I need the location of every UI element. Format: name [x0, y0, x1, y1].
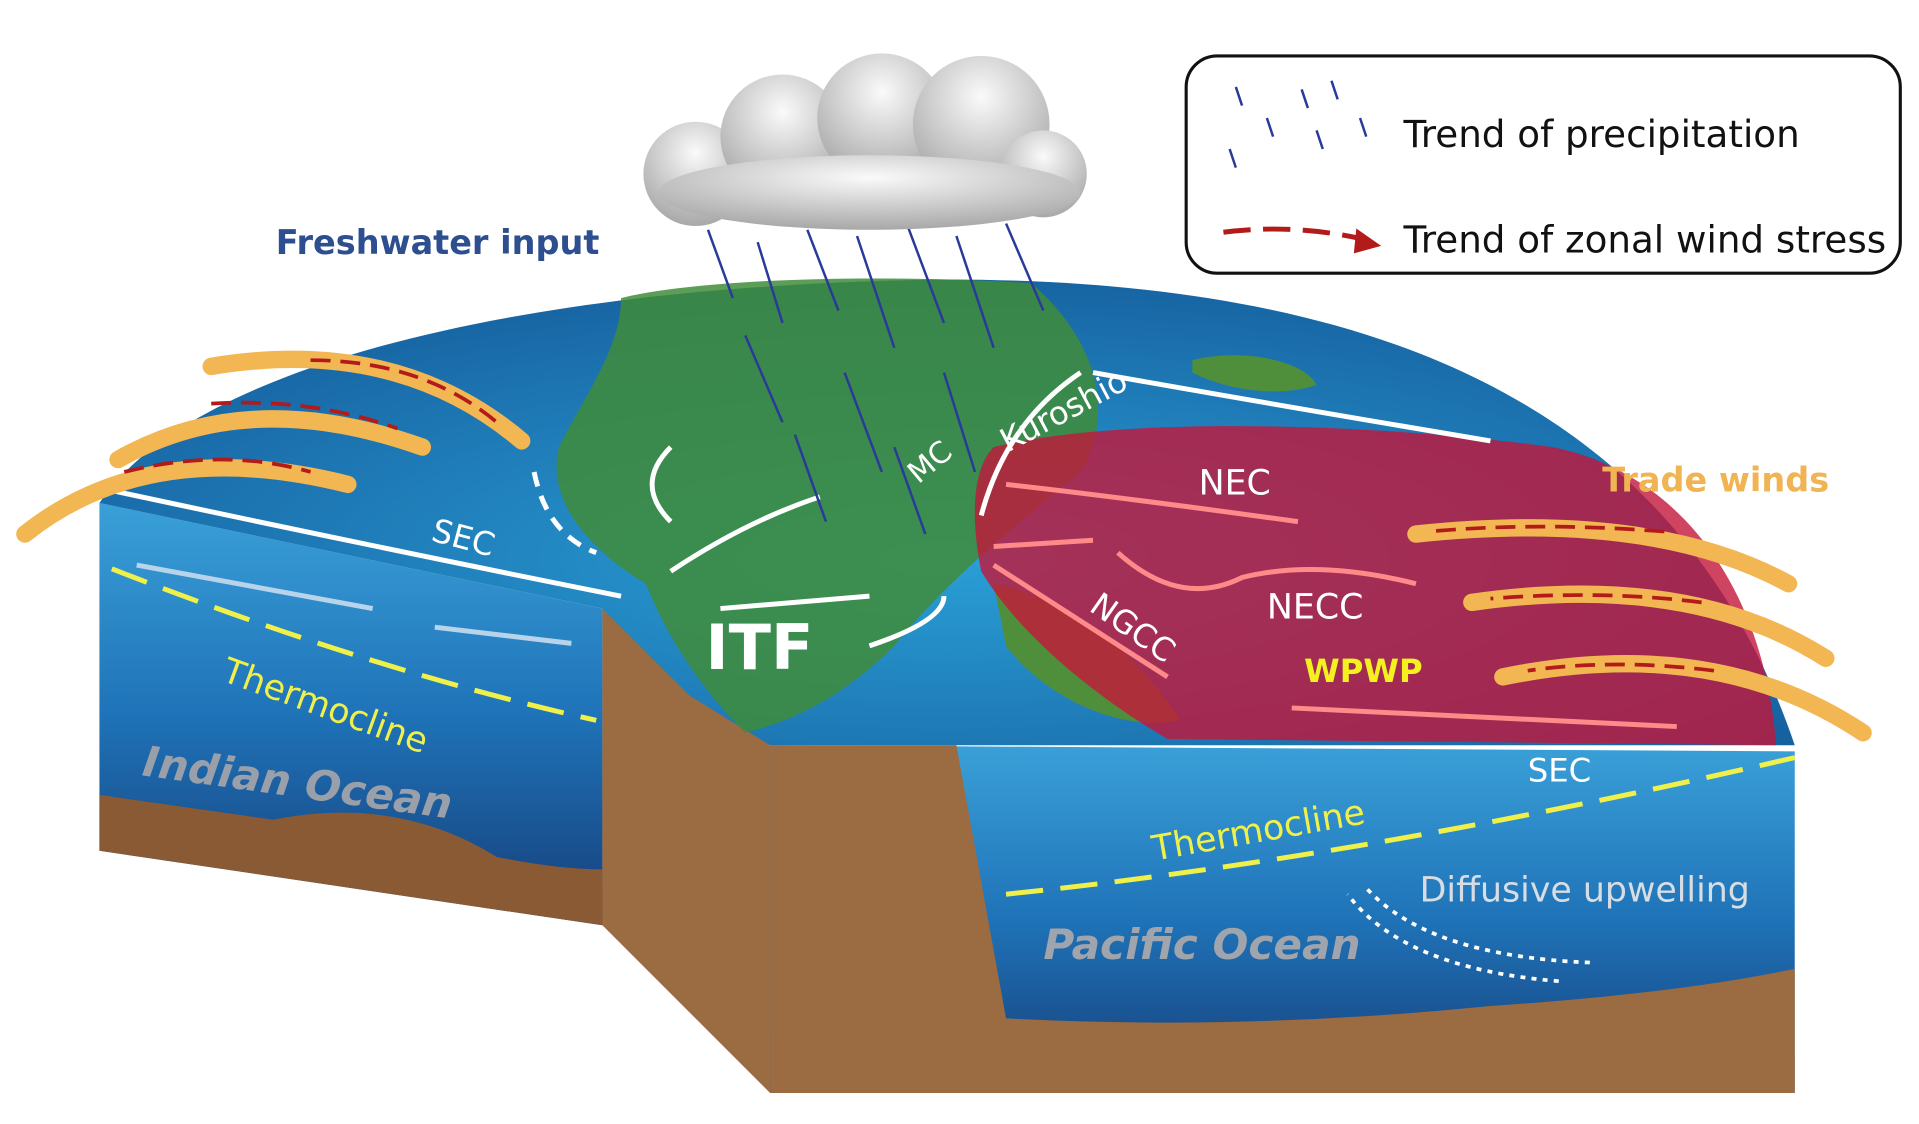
wind-stress-trend: [123, 358, 1715, 673]
legend-label: Trend of precipitation: [1403, 112, 1800, 156]
land: [556, 278, 1099, 733]
label: Diffusive upwelling: [1420, 871, 1750, 911]
side-face: [602, 608, 771, 1093]
subsurface-currents: [136, 562, 572, 646]
indian-seafloor: [99, 794, 603, 926]
label: NECC: [1267, 588, 1364, 628]
label: Pacific Ocean: [1043, 920, 1360, 969]
legend-wind-icon: [1223, 226, 1361, 241]
label: WPWP: [1304, 652, 1423, 690]
label: Freshwater input: [276, 223, 600, 262]
legend-arrowhead: [1353, 228, 1382, 254]
cloud: [643, 53, 1087, 230]
currents: [111, 370, 1491, 649]
label: Trade winds: [1602, 460, 1829, 499]
rain: [706, 223, 1045, 535]
label: ITF: [706, 611, 814, 684]
legend-label: Trend of zonal wind stress: [1403, 218, 1887, 262]
thermocline-line: [110, 566, 597, 723]
legend-rain-icon: [1228, 80, 1368, 169]
label: SEC: [1528, 752, 1591, 790]
label: NEC: [1199, 463, 1271, 503]
pacific-seafloor: [770, 745, 1795, 1093]
land: [1192, 355, 1317, 392]
currents-red: [992, 481, 1677, 730]
legend-box: [1184, 54, 1902, 275]
thermocline-line: [1005, 755, 1796, 897]
upwelling-arrows: [1346, 886, 1590, 984]
